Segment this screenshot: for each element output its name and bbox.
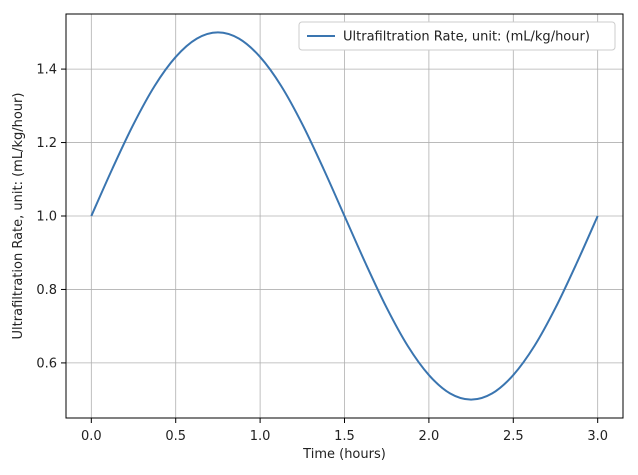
grid-lines <box>66 14 623 418</box>
y-tick-label: 1.2 <box>36 136 57 151</box>
legend: Ultrafiltration Rate, unit: (mL/kg/hour) <box>298 21 616 51</box>
x-tick-label: 0.0 <box>81 429 102 444</box>
x-tick-labels: 0.0 0.5 1.0 1.5 2.0 2.5 3.0 <box>81 429 608 444</box>
x-tick-label: 1.0 <box>250 429 271 444</box>
x-tick-label: 0.5 <box>165 429 186 444</box>
y-axis-title: Ultrafiltration Rate, unit: (mL/kg/hour) <box>11 93 26 340</box>
y-tick-label: 1.4 <box>36 63 57 78</box>
series-layer <box>90 31 599 401</box>
x-tick-label: 2.5 <box>503 429 524 444</box>
series-line <box>90 31 599 401</box>
x-tick-label: 2.0 <box>419 429 440 444</box>
y-tick-labels: 0.6 0.8 1.0 1.2 1.4 <box>36 63 57 372</box>
x-tick-label: 1.5 <box>334 429 355 444</box>
legend-label: Ultrafiltration Rate, unit: (mL/kg/hour) <box>343 30 590 45</box>
legend-box <box>298 21 616 51</box>
y-tick-label: 0.6 <box>36 356 57 371</box>
x-axis-title: Time (hours) <box>302 447 386 462</box>
tick-marks <box>61 68 599 423</box>
y-tick-label: 0.8 <box>36 283 57 298</box>
x-tick-label: 3.0 <box>587 429 608 444</box>
y-tick-label: 1.0 <box>36 210 57 225</box>
